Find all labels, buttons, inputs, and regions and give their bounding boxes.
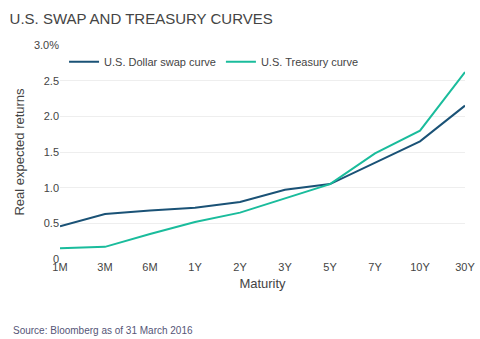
svg-text:Real expected returns: Real expected returns bbox=[12, 88, 27, 216]
svg-text:5Y: 5Y bbox=[323, 261, 337, 273]
svg-text:0: 0 bbox=[53, 253, 59, 265]
svg-text:1M: 1M bbox=[52, 261, 67, 273]
svg-text:3M: 3M bbox=[97, 261, 112, 273]
svg-text:6M: 6M bbox=[142, 261, 157, 273]
svg-text:7Y: 7Y bbox=[368, 261, 382, 273]
svg-text:2Y: 2Y bbox=[233, 261, 247, 273]
svg-text:U.S. Dollar swap curve: U.S. Dollar swap curve bbox=[104, 56, 216, 68]
svg-text:0.5: 0.5 bbox=[44, 217, 59, 229]
svg-text:Maturity: Maturity bbox=[239, 276, 286, 291]
svg-text:3.0%: 3.0% bbox=[34, 39, 59, 51]
svg-text:2.5: 2.5 bbox=[44, 75, 59, 87]
svg-text:30Y: 30Y bbox=[455, 261, 475, 273]
svg-text:10Y: 10Y bbox=[410, 261, 430, 273]
svg-text:1.0: 1.0 bbox=[44, 182, 59, 194]
svg-text:1.5: 1.5 bbox=[44, 146, 59, 158]
svg-text:1Y: 1Y bbox=[188, 261, 202, 273]
svg-text:U.S. SWAP AND TREASURY CURVES: U.S. SWAP AND TREASURY CURVES bbox=[10, 10, 273, 27]
svg-text:U.S. Treasury curve: U.S. Treasury curve bbox=[261, 56, 358, 68]
svg-text:3Y: 3Y bbox=[278, 261, 292, 273]
svg-text:Source: Bloomberg as of 31 Mar: Source: Bloomberg as of 31 March 2016 bbox=[13, 325, 193, 336]
svg-text:2.0: 2.0 bbox=[44, 110, 59, 122]
